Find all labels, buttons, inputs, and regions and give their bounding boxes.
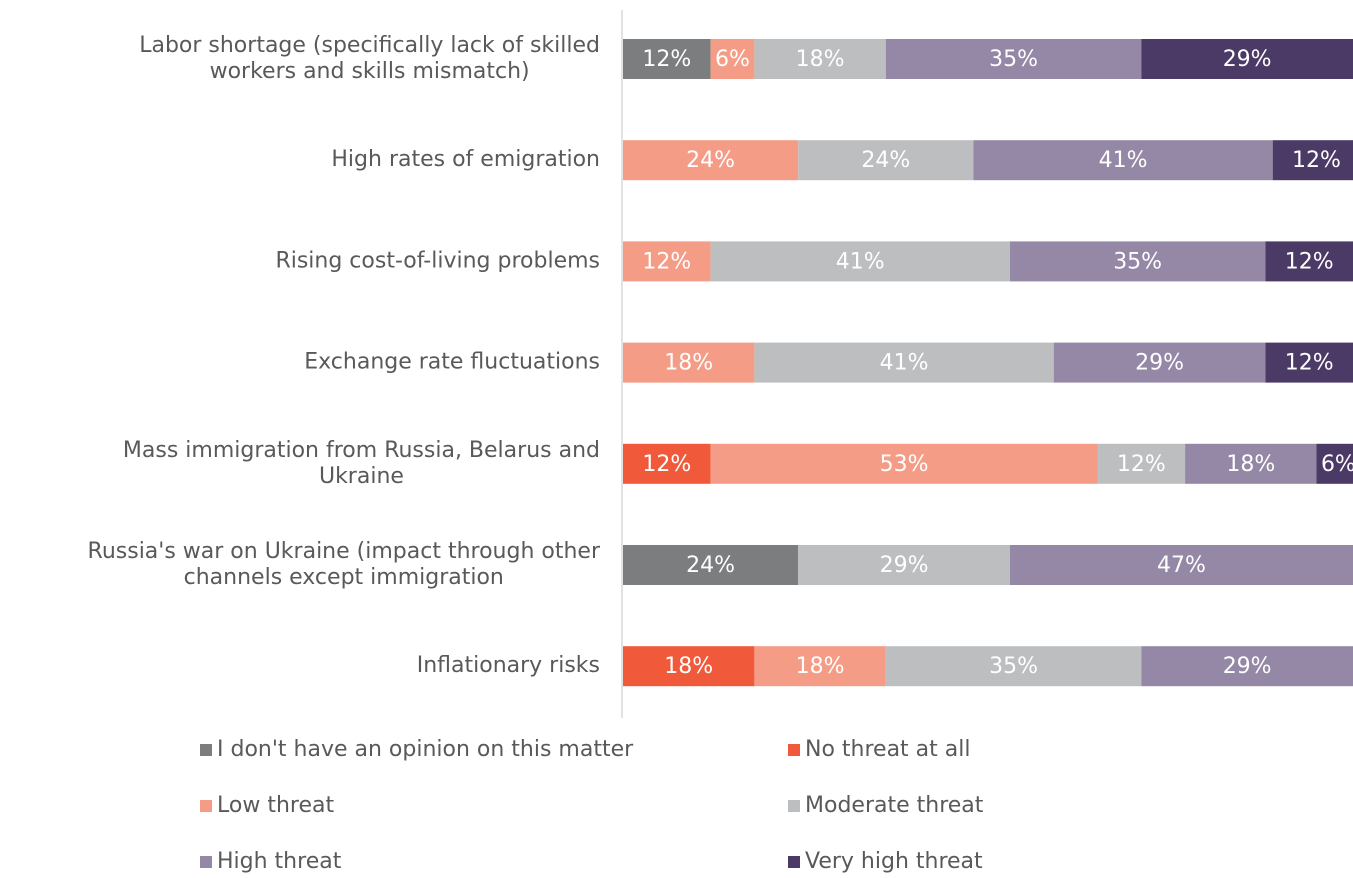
bar-segment (1265, 241, 1353, 282)
legend-swatch (200, 744, 212, 756)
data-label: 29% (1223, 47, 1272, 72)
category-label: Russia's war on Ukraine (impact through … (88, 539, 601, 564)
bar-segment (1141, 39, 1353, 79)
data-label: 18% (1226, 452, 1275, 477)
bar-segment (973, 140, 1273, 181)
category-label: Ukraine (319, 464, 404, 489)
legend-swatch (788, 800, 800, 812)
legend-swatch (200, 800, 212, 812)
data-label: 35% (989, 654, 1038, 679)
bar-segment (1097, 443, 1186, 484)
data-label: 12% (1292, 148, 1341, 173)
legend-label: Moderate threat (805, 793, 984, 818)
data-label: 29% (1135, 351, 1184, 376)
data-label: 12% (642, 249, 691, 274)
bar-segment (710, 241, 1010, 282)
bar-segment (710, 39, 755, 79)
data-label: 41% (836, 249, 885, 274)
bar-segment (1053, 342, 1266, 383)
bar-segment (1009, 545, 1353, 585)
data-label: 12% (1285, 351, 1334, 376)
category-label: Mass immigration from Russia, Belarus an… (123, 438, 600, 463)
data-label: 29% (1223, 654, 1272, 679)
category-label: workers and skills mismatch) (210, 59, 530, 84)
category-label: Rising cost-of-living problems (275, 248, 600, 273)
data-label: 6% (715, 47, 750, 72)
legend-label: Very high threat (805, 849, 983, 874)
data-label: 41% (1099, 148, 1148, 173)
bar-segment (1265, 342, 1353, 383)
bar-segment (623, 545, 799, 585)
data-label: 6% (1321, 452, 1353, 477)
category-label: channels except immigration (184, 565, 504, 590)
legend-label: Low threat (217, 793, 334, 818)
data-label: 35% (989, 47, 1038, 72)
data-label: 12% (1117, 452, 1166, 477)
data-label: 18% (796, 47, 845, 72)
bar-segment (710, 443, 1098, 484)
category-label: Labor shortage (specifically lack of ski… (139, 33, 600, 58)
category-label: High rates of emigration (331, 147, 600, 172)
bar-segment (1316, 443, 1353, 484)
category-label: Inflationary risks (417, 653, 600, 678)
bar-segment (1141, 646, 1353, 687)
bar-segment (623, 140, 799, 181)
legend-label: High threat (217, 849, 342, 874)
bar-segment (1185, 443, 1317, 484)
bar-segment (798, 545, 1010, 585)
bar-segment (623, 342, 755, 383)
bar-segment (754, 646, 886, 687)
category-label: Exchange rate fluctuations (304, 350, 600, 375)
bar-segment (885, 646, 1142, 687)
data-label: 24% (686, 553, 735, 578)
bar-segment (885, 39, 1142, 79)
legend-label: No threat at all (805, 737, 970, 762)
bar-segment (754, 39, 886, 79)
data-label: 41% (880, 351, 929, 376)
bar-segment (1009, 241, 1266, 282)
data-label: 53% (880, 452, 929, 477)
data-label: 24% (861, 148, 910, 173)
bar-segment (623, 443, 711, 484)
legend-swatch (788, 856, 800, 868)
bar-segment (623, 241, 711, 282)
bar-segment (623, 646, 755, 687)
bar-segment (798, 140, 974, 181)
bar-segment (623, 39, 711, 79)
data-label: 18% (664, 351, 713, 376)
data-label: 12% (642, 452, 691, 477)
data-label: 12% (1285, 249, 1334, 274)
data-label: 35% (1113, 249, 1162, 274)
data-label: 29% (880, 553, 929, 578)
legend-swatch (200, 856, 212, 868)
bar-segment (1272, 140, 1353, 181)
data-label: 18% (664, 654, 713, 679)
legend-label: I don't have an opinion on this matter (217, 737, 634, 762)
data-label: 12% (642, 47, 691, 72)
data-label: 47% (1157, 553, 1206, 578)
bar-segment (754, 342, 1054, 383)
data-label: 24% (686, 148, 735, 173)
legend-swatch (788, 744, 800, 756)
data-label: 18% (796, 654, 845, 679)
